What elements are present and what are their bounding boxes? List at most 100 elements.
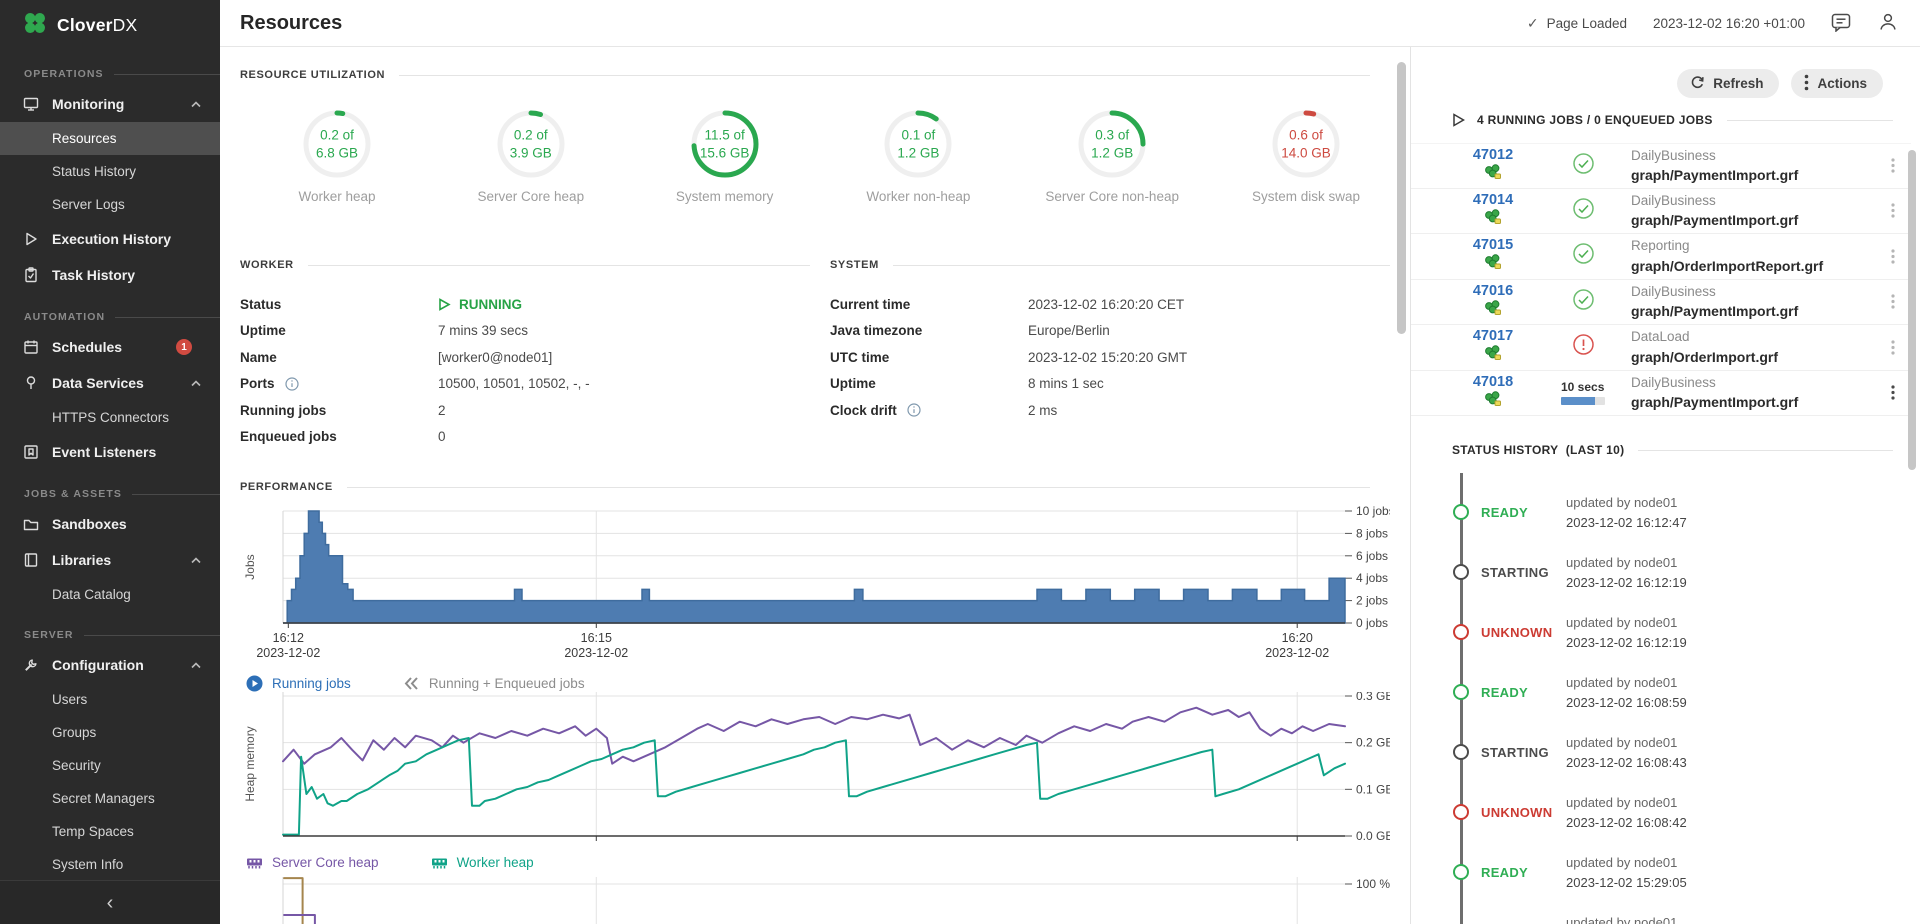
sidebar-item-temp-spaces[interactable]: Temp Spaces bbox=[0, 815, 220, 848]
legend-item-worker-heap[interactable]: Worker heap bbox=[431, 855, 534, 870]
job-row-47012[interactable]: 47012DailyBusinessgraph/PaymentImport.gr… bbox=[1411, 143, 1911, 189]
graph-job-icon bbox=[1484, 300, 1502, 321]
gauge-label: Worker heap bbox=[298, 189, 375, 204]
user-menu-button[interactable] bbox=[1878, 12, 1898, 35]
svg-text:Heap memory: Heap memory bbox=[243, 726, 257, 801]
gauge-value: 0.3 of1.2 GB bbox=[1077, 126, 1147, 161]
refresh-button[interactable]: Refresh bbox=[1677, 69, 1779, 98]
legend-item-running-enqueued-jobs[interactable]: Running + Enqueued jobs bbox=[403, 675, 585, 692]
sidebar-item-execution-history[interactable]: Execution History bbox=[0, 221, 220, 257]
field-uptime: Uptime7 mins 39 secs bbox=[240, 318, 810, 345]
check-icon: ✓ bbox=[1527, 15, 1539, 32]
job-kebab-menu[interactable] bbox=[1875, 203, 1911, 218]
gauge-system-disk-swap: 0.6 of14.0 GBSystem disk swap bbox=[1226, 109, 1386, 204]
status-history-entry-7: READYupdated by node012023-12-02 15:29:0… bbox=[1411, 850, 1911, 910]
sidebar-item-monitoring[interactable]: Monitoring bbox=[0, 86, 220, 122]
sidebar-item-schedules[interactable]: Schedules1 bbox=[0, 329, 220, 365]
sidebar-item-resources[interactable]: Resources bbox=[0, 122, 220, 155]
job-id-link[interactable]: 47014 bbox=[1473, 192, 1513, 208]
nav-section-label-automation: AUTOMATION bbox=[0, 305, 220, 329]
job-status-column bbox=[1535, 243, 1631, 269]
graph-job-icon bbox=[1484, 254, 1502, 275]
main-scrollbar[interactable] bbox=[1397, 62, 1406, 334]
sidebar-collapse-button[interactable]: ‹ bbox=[0, 880, 220, 924]
status-ok-icon bbox=[1573, 289, 1594, 315]
job-row-47017[interactable]: 47017DataLoadgraph/OrderImport.grf bbox=[1411, 325, 1911, 371]
sidebar-item-task-history[interactable]: Task History bbox=[0, 257, 220, 293]
actions-button[interactable]: Actions bbox=[1791, 69, 1883, 98]
status-updated-by: updated by node01 bbox=[1566, 793, 1687, 813]
nav-section-label-jobs-assets: JOBS & ASSETS bbox=[0, 482, 220, 506]
legend-label: Server Core heap bbox=[272, 855, 379, 870]
job-name-column: DailyBusinessgraph/PaymentImport.grf bbox=[1631, 191, 1875, 231]
job-row-47014[interactable]: 47014 DailyBusinessgraph/PaymentImport.gr… bbox=[1411, 189, 1911, 235]
gauge-ring: 11.5 of15.6 GB bbox=[690, 109, 760, 179]
gauge-label: System disk swap bbox=[1252, 189, 1360, 204]
worker-section: WORKER StatusRUNNINGUptime7 mins 39 secs… bbox=[240, 259, 810, 450]
chevron-up-icon bbox=[190, 379, 202, 388]
info-icon[interactable] bbox=[285, 377, 299, 391]
gauge-label: System memory bbox=[676, 189, 774, 204]
job-kebab-menu[interactable] bbox=[1875, 340, 1911, 355]
field-label: Uptime bbox=[240, 323, 438, 338]
job-id-link[interactable]: 47016 bbox=[1473, 283, 1513, 299]
sidebar-item-data-catalog[interactable]: Data Catalog bbox=[0, 578, 220, 611]
job-id-column: 47015 bbox=[1451, 237, 1535, 275]
sidebar-item-status-history[interactable]: Status History bbox=[0, 155, 220, 188]
svg-text:10 jobs: 10 jobs bbox=[1356, 505, 1390, 518]
server-timestamp: 2023-12-02 16:20 +01:00 bbox=[1653, 16, 1805, 31]
status-timestamp: 2023-12-02 16:08:59 bbox=[1566, 693, 1687, 713]
job-row-47015[interactable]: 47015Reportinggraph/OrderImportReport.gr… bbox=[1411, 234, 1911, 280]
status-timestamp: 2023-12-02 16:08:42 bbox=[1566, 813, 1687, 833]
job-kebab-menu[interactable] bbox=[1875, 158, 1911, 173]
job-kebab-menu[interactable] bbox=[1875, 294, 1911, 309]
sidebar-item-configuration[interactable]: Configuration bbox=[0, 647, 220, 683]
sidebar-item-data-services[interactable]: Data Services bbox=[0, 365, 220, 401]
job-id-link[interactable]: 47017 bbox=[1473, 328, 1513, 344]
status-history-entry-4: READYupdated by node012023-12-02 16:08:5… bbox=[1411, 670, 1911, 730]
sidebar-item-https-connectors[interactable]: HTTPS Connectors bbox=[0, 401, 220, 434]
status-label: STARTING bbox=[1481, 745, 1549, 760]
job-file-path: graph/OrderImport.grf bbox=[1631, 347, 1875, 367]
gauge-worker-non-heap: 0.1 of1.2 GBWorker non-heap bbox=[838, 109, 998, 204]
sidebar-item-libraries[interactable]: Libraries bbox=[0, 542, 220, 578]
folder-icon bbox=[22, 516, 40, 532]
job-kebab-menu[interactable] bbox=[1875, 249, 1911, 264]
status-updated-by: updated by node01 bbox=[1566, 493, 1687, 513]
svg-text:16:20: 16:20 bbox=[1282, 631, 1313, 645]
feedback-button[interactable] bbox=[1831, 12, 1852, 35]
sidebar-item-security[interactable]: Security bbox=[0, 749, 220, 782]
chevron-up-icon bbox=[190, 100, 202, 109]
info-icon[interactable] bbox=[907, 403, 921, 417]
panel-scrollbar[interactable] bbox=[1908, 150, 1916, 470]
gauge-value: 11.5 of15.6 GB bbox=[690, 126, 760, 161]
sidebar-item-server-logs[interactable]: Server Logs bbox=[0, 188, 220, 221]
sidebar-item-groups[interactable]: Groups bbox=[0, 716, 220, 749]
job-id-link[interactable]: 47012 bbox=[1473, 147, 1513, 163]
field-label: Status bbox=[240, 297, 438, 312]
sidebar-item-system-info[interactable]: System Info bbox=[0, 848, 220, 881]
field-label: Uptime bbox=[830, 376, 1028, 391]
chat-icon bbox=[1831, 12, 1852, 35]
sidebar-item-sandboxes[interactable]: Sandboxes bbox=[0, 506, 220, 542]
legend-item-server-core-heap[interactable]: Server Core heap bbox=[246, 855, 379, 870]
field-ports: Ports10500, 10501, 10502, -, - bbox=[240, 371, 810, 398]
sidebar-item-users[interactable]: Users bbox=[0, 683, 220, 716]
status-timestamp: 2023-12-02 15:29:05 bbox=[1566, 873, 1687, 893]
legend-label: Worker heap bbox=[457, 855, 534, 870]
sidebar-item-secret-managers[interactable]: Secret Managers bbox=[0, 782, 220, 815]
field-clock-drift: Clock drift2 ms bbox=[830, 397, 1390, 424]
legend-item-running-jobs[interactable]: Running jobs bbox=[246, 675, 351, 692]
job-id-link[interactable]: 47018 bbox=[1473, 374, 1513, 390]
cloverdx-logo[interactable]: CloverDX bbox=[0, 0, 220, 50]
job-id-link[interactable]: 47015 bbox=[1473, 237, 1513, 253]
status-history-entry-6: UNKNOWNupdated by node012023-12-02 16:08… bbox=[1411, 790, 1911, 850]
job-row-47016[interactable]: 47016DailyBusinessgraph/PaymentImport.gr… bbox=[1411, 280, 1911, 326]
job-kebab-menu[interactable] bbox=[1875, 385, 1911, 400]
job-row-47018[interactable]: 4701810 secsDailyBusinessgraph/PaymentIm… bbox=[1411, 371, 1911, 417]
sidebar-item-event-listeners[interactable]: Event Listeners bbox=[0, 434, 220, 470]
brand-text: CloverDX bbox=[57, 15, 137, 36]
gauge-worker-heap: 0.2 of6.8 GBWorker heap bbox=[257, 109, 417, 204]
svg-text:8 jobs: 8 jobs bbox=[1356, 526, 1388, 540]
main-resources-view: RESOURCE UTILIZATION 0.2 of6.8 GBWorker … bbox=[220, 47, 1410, 924]
